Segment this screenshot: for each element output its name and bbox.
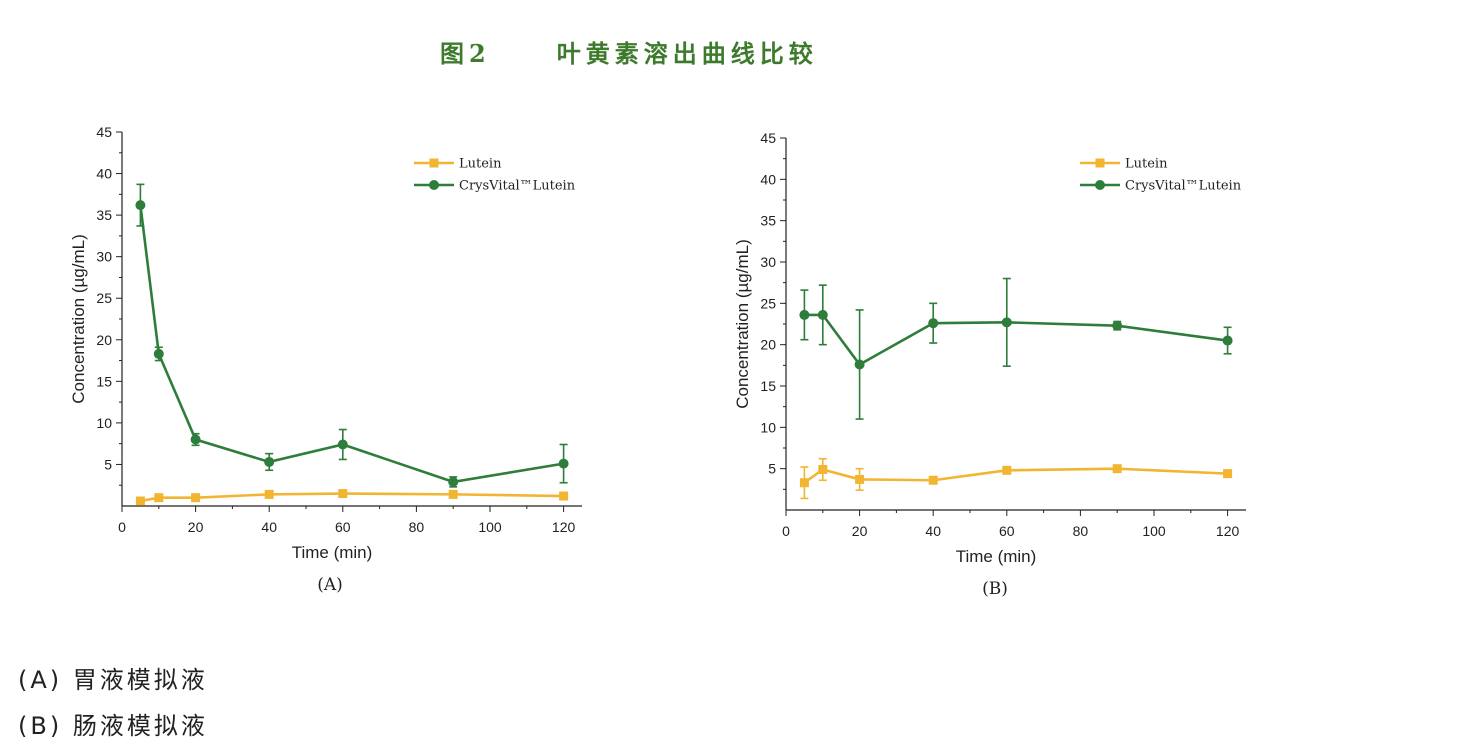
data-point-lutein [154, 493, 164, 503]
data-point-lutein [559, 491, 569, 501]
data-point-lutein [135, 496, 145, 506]
data-point-crysvital [799, 309, 810, 320]
data-point-lutein [928, 475, 938, 485]
y-tick-label: 40 [760, 171, 776, 187]
y-tick-label: 30 [760, 254, 776, 270]
data-point-crysvital [928, 318, 939, 329]
y-tick-label: 25 [760, 295, 776, 311]
x-axis-title: Time (min) [956, 547, 1037, 566]
panel-label-b: (B) [982, 579, 1008, 599]
data-point-crysvital [264, 456, 275, 467]
data-point-crysvital [153, 348, 164, 359]
panel-label-a: (A) [317, 575, 343, 595]
series-line-crysvital [139, 204, 564, 484]
data-point-lutein [1223, 469, 1233, 479]
data-point-lutein [264, 489, 274, 499]
series-line-crysvital [804, 313, 1228, 367]
caption-a: (A) 胃液模拟液 [18, 666, 208, 694]
y-tick-label: 40 [96, 166, 112, 182]
x-tick-label: 20 [852, 523, 868, 539]
data-point-crysvital [1222, 335, 1233, 346]
x-tick-label: 60 [335, 519, 351, 535]
y-axis-title: Concentration (µg/mL) [733, 239, 752, 408]
figure-title-text: 叶黄素溶出曲线比较 [556, 39, 818, 68]
data-point-lutein [1002, 465, 1012, 475]
x-tick-label: 120 [552, 519, 576, 535]
data-point-crysvital [1112, 320, 1123, 331]
x-tick-label: 100 [1142, 523, 1166, 539]
y-tick-label: 5 [768, 461, 776, 477]
data-point-lutein [448, 489, 458, 499]
data-point-crysvital [817, 309, 828, 320]
y-axis-title: Concentration (µg/mL) [69, 234, 88, 403]
data-point-crysvital [558, 458, 569, 469]
data-point-crysvital [1001, 317, 1012, 328]
series-crysvital [799, 277, 1233, 420]
data-point-crysvital [135, 200, 146, 211]
figure-number: 图2 [440, 39, 491, 68]
y-tick-label: 20 [760, 337, 776, 353]
legend-marker-crysvital [1095, 180, 1105, 190]
y-tick-label: 20 [96, 332, 112, 348]
figure-title: 图2 叶黄素溶出曲线比较 [440, 34, 900, 68]
x-axis-title: Time (min) [292, 543, 373, 562]
data-point-crysvital [854, 359, 865, 370]
data-point-lutein [1112, 464, 1122, 474]
data-point-lutein [191, 493, 201, 503]
caption-b: (B) 肠液模拟液 [18, 712, 208, 740]
x-tick-label: 20 [188, 519, 204, 535]
x-tick-label: 40 [261, 519, 277, 535]
series-lutein [799, 457, 1233, 500]
y-tick-label: 10 [760, 419, 776, 435]
series-crysvital [135, 183, 569, 488]
series-line-lutein [140, 492, 564, 503]
y-tick-label: 5 [104, 456, 112, 472]
y-tick-label: 15 [96, 373, 112, 389]
legend-label-crysvital: CrysVital™Lutein [1125, 179, 1242, 194]
legend-marker-lutein [1095, 158, 1105, 168]
y-tick-label: 35 [760, 213, 776, 229]
legend-label-lutein: Lutein [459, 157, 502, 172]
data-point-crysvital [190, 434, 201, 445]
x-tick-label: 120 [1216, 523, 1240, 539]
x-tick-label: 60 [999, 523, 1015, 539]
legend-marker-crysvital [429, 180, 439, 190]
y-tick-label: 35 [96, 207, 112, 223]
x-tick-label: 40 [925, 523, 941, 539]
data-point-lutein [818, 464, 828, 474]
series-line-lutein [803, 467, 1228, 484]
data-point-lutein [338, 489, 348, 499]
x-tick-label: 0 [782, 523, 790, 539]
x-tick-label: 80 [409, 519, 425, 535]
legend-label-crysvital: CrysVital™Lutein [459, 179, 576, 194]
data-point-lutein [799, 478, 809, 488]
data-point-crysvital [337, 439, 348, 450]
x-tick-label: 0 [118, 519, 126, 535]
legend-label-lutein: Lutein [1125, 157, 1168, 172]
y-tick-label: 45 [96, 124, 112, 140]
data-point-crysvital [448, 476, 459, 487]
y-tick-label: 10 [96, 415, 112, 431]
chart-panel-a: 0 20 40 60 80 100 120 5 10 15 20 25 30 35 40 45 Time (mi… [69, 124, 582, 595]
data-point-lutein [855, 474, 865, 484]
chart-panel-b: 0 20 40 60 80 100 120 5 10 15 20 25 30 35 40 45 Time (mi… [733, 130, 1246, 599]
y-tick-label: 15 [760, 378, 776, 394]
y-tick-label: 45 [760, 130, 776, 146]
y-tick-label: 25 [96, 290, 112, 306]
y-tick-label: 30 [96, 249, 112, 265]
legend-marker-lutein [429, 158, 439, 168]
x-tick-label: 80 [1073, 523, 1089, 539]
x-tick-label: 100 [478, 519, 502, 535]
series-lutein [135, 489, 569, 506]
